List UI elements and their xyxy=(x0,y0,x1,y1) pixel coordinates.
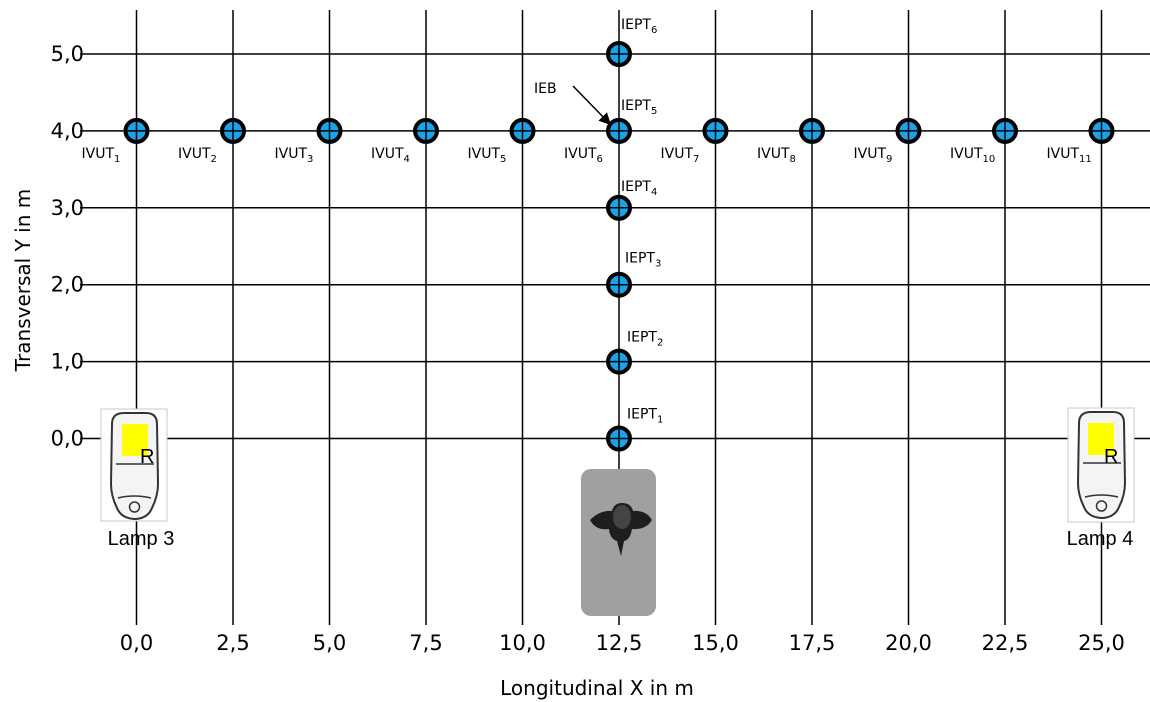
vut-point xyxy=(123,117,150,144)
vut-label: IVUT9 xyxy=(854,146,893,165)
vut-point xyxy=(413,117,439,144)
vut-point xyxy=(509,117,536,144)
y-tick-label: 5,0 xyxy=(51,42,84,66)
eb-arrow xyxy=(572,85,612,126)
ept-label: IEPT2 xyxy=(627,330,663,349)
ept-label: IEPT5 xyxy=(621,98,657,117)
ept-point xyxy=(606,41,632,67)
lamp-3-marker: R xyxy=(140,446,154,468)
vut-label: IVUT11 xyxy=(1047,146,1092,165)
lamp-3-label: Lamp 3 xyxy=(108,528,175,550)
y-tick-label: 1,0 xyxy=(51,350,84,374)
observer-head xyxy=(613,505,631,529)
x-axis-ticks: 0,0 2,5 5,0 7,5 10,0 12,5 15,0 17,5 20,0 22,5 25,0 xyxy=(120,631,1125,655)
y-tick-label: 0,0 xyxy=(51,427,84,451)
vut-label: IVUT8 xyxy=(757,146,796,165)
vut-point xyxy=(895,117,922,144)
lamp-3: R Lamp 3 xyxy=(100,408,175,550)
x-tick-label: 20,0 xyxy=(885,631,932,655)
vut-label: IVUT7 xyxy=(661,146,700,165)
eb-callout: IEB xyxy=(534,81,612,126)
ept-label: IEPT4 xyxy=(621,179,657,198)
x-tick-label: 2,5 xyxy=(216,631,249,655)
x-tick-label: 10,0 xyxy=(499,631,546,655)
ept-point xyxy=(606,194,632,221)
observer-figure-icon xyxy=(590,503,652,556)
x-tick-label: 22,5 xyxy=(982,631,1029,655)
y-tick-label: 4,0 xyxy=(51,119,84,143)
vut-point xyxy=(1088,117,1115,144)
vut-label: IVUT3 xyxy=(275,146,314,165)
lamp-4-marker: R xyxy=(1104,446,1118,468)
vut-label: IVUT10 xyxy=(950,146,995,165)
x-tick-label: 12,5 xyxy=(596,631,643,655)
eb-label: IEB xyxy=(534,81,557,97)
vut-point xyxy=(702,117,729,144)
ept-point xyxy=(606,348,632,375)
y-tick-label: 3,0 xyxy=(51,196,84,220)
x-tick-label: 0,0 xyxy=(120,631,153,655)
vut-point xyxy=(799,117,825,144)
lamp-4-label: Lamp 4 xyxy=(1067,528,1134,550)
ept-label: IEPT1 xyxy=(627,407,663,426)
measurement-points: IVUT1 IVUT2 IVUT3 IVUT4 IVUT5 IVUT6 IVUT7 IVUT8… xyxy=(82,17,1115,452)
x-axis-label: Longitudinal X in m xyxy=(500,676,694,700)
vut-label: IVUT1 xyxy=(82,146,121,165)
observer-vehicle xyxy=(581,469,656,616)
x-tick-label: 5,0 xyxy=(313,631,346,655)
vut-label: IVUT5 xyxy=(468,146,507,165)
lamp-3-highlight xyxy=(122,424,148,456)
vut-label: IVUT6 xyxy=(564,146,603,165)
y-axis-label: Transversal Y in m xyxy=(11,189,35,372)
y-axis-ticks: 0,0 1,0 2,0 3,0 4,0 5,0 xyxy=(51,42,84,451)
lamp-4-bolt xyxy=(1095,500,1108,512)
ept-point xyxy=(606,425,632,452)
y-tick-label: 2,0 xyxy=(51,273,84,297)
x-tick-label: 7,5 xyxy=(409,631,442,655)
ept-label: IEPT3 xyxy=(625,251,661,270)
x-tick-label: 17,5 xyxy=(789,631,836,655)
ept-point xyxy=(606,271,632,298)
vut-point xyxy=(316,117,343,144)
vut-point xyxy=(992,117,1018,144)
x-tick-label: 25,0 xyxy=(1078,631,1125,655)
lamp-4-housing-detail xyxy=(1083,462,1121,498)
vut-point xyxy=(220,117,246,144)
ept-label: IEPT6 xyxy=(621,17,657,36)
vut-point xyxy=(606,117,632,144)
lamp-4-highlight xyxy=(1088,423,1114,455)
vut-label: IVUT2 xyxy=(178,146,217,165)
lamp-4: R Lamp 4 xyxy=(1067,407,1135,550)
lamp-3-housing-detail xyxy=(116,463,154,499)
vut-label: IVUT4 xyxy=(371,146,410,165)
x-tick-label: 15,0 xyxy=(692,631,739,655)
lamp-3-bolt xyxy=(128,501,141,513)
